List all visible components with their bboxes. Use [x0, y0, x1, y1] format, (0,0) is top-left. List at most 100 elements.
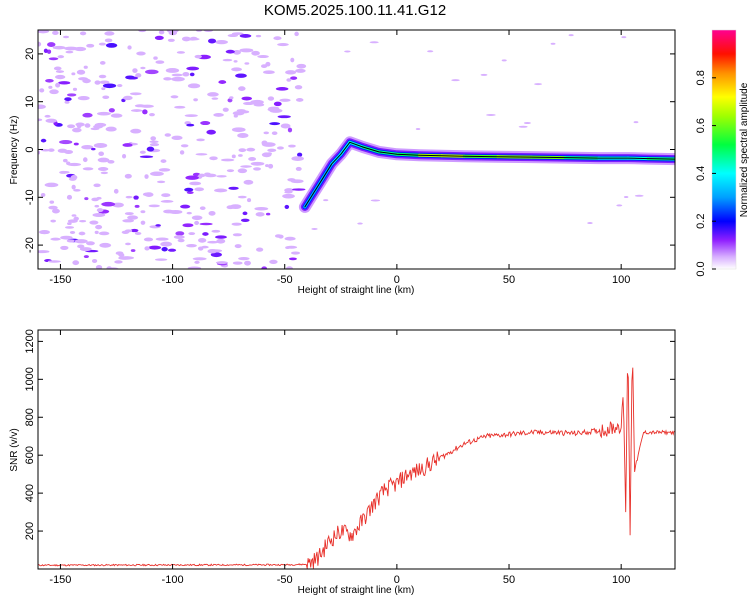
- noise-blob: [97, 157, 110, 163]
- noise-blob: [158, 30, 165, 35]
- noise-blob: [44, 114, 51, 118]
- noise-blob: [288, 257, 297, 261]
- noise-blob: [623, 196, 629, 199]
- noise-blob: [99, 242, 112, 248]
- noise-blob: [247, 198, 252, 203]
- noise-blob: [568, 34, 574, 37]
- noise-blob: [98, 231, 110, 236]
- noise-blob: [117, 84, 123, 88]
- noise-blob: [275, 87, 289, 91]
- noise-blob: [154, 258, 168, 261]
- noise-blob: [139, 150, 146, 154]
- noise-blob: [144, 174, 149, 179]
- noise-blob: [290, 57, 295, 63]
- colorbar-tick-label: 0.2: [695, 214, 707, 229]
- snr-x-tick-label: -150: [49, 574, 71, 586]
- noise-blob: [118, 253, 125, 258]
- spectrogram-y-tick-label: 20: [24, 48, 36, 60]
- snr-x-ticks: -150 -100 -50 0 50 100: [49, 330, 630, 586]
- noise-blob: [95, 224, 103, 230]
- noise-blob: [634, 194, 644, 197]
- noise-blob: [47, 42, 56, 47]
- noise-blob: [214, 188, 228, 193]
- noise-blob: [182, 223, 194, 228]
- noise-blob: [98, 151, 105, 157]
- spectrogram-y-tick-label: 10: [24, 96, 36, 108]
- noise-blob: [65, 50, 74, 54]
- noise-blob: [72, 260, 80, 266]
- noise-blob: [69, 230, 76, 234]
- noise-blob: [171, 76, 185, 82]
- noise-blob: [194, 187, 205, 192]
- noise-blob: [451, 79, 460, 82]
- snr-y-tick-label: 1200: [24, 329, 36, 353]
- noise-blob: [153, 56, 158, 60]
- noise-blob: [197, 246, 204, 251]
- noise-blob: [176, 51, 186, 54]
- noise-blob: [155, 224, 161, 227]
- noise-blob: [294, 31, 299, 37]
- noise-blob: [72, 127, 82, 133]
- noise-blob: [93, 183, 101, 188]
- noise-blob: [101, 87, 106, 91]
- noise-blob: [127, 215, 139, 220]
- noise-blob: [148, 245, 162, 250]
- spectrogram-y-ticks: -20 -10 0 10 20: [24, 48, 675, 253]
- noise-blob: [67, 124, 76, 129]
- noise-blob: [144, 246, 150, 251]
- noise-blob: [179, 150, 185, 155]
- noise-blob: [209, 156, 218, 161]
- noise-blob: [180, 204, 191, 209]
- noise-blob: [186, 191, 194, 194]
- noise-blob: [185, 175, 199, 180]
- noise-blob: [71, 72, 76, 76]
- noise-blob: [143, 237, 154, 242]
- noise-blob: [633, 121, 639, 124]
- noise-blob: [73, 142, 79, 146]
- noise-blob: [86, 43, 95, 48]
- noise-blob: [279, 98, 291, 102]
- snr-frame: [37, 329, 676, 570]
- noise-blob: [144, 192, 154, 197]
- noise-blob: [226, 205, 235, 210]
- noise-blob: [138, 30, 147, 33]
- spectrogram-y-tick-label: -10: [24, 189, 36, 205]
- noise-blob: [184, 187, 194, 192]
- noise-blob: [158, 168, 171, 172]
- noise-blob: [267, 148, 277, 153]
- noise-blob: [161, 193, 171, 198]
- noise-blob: [238, 86, 246, 91]
- noise-blob: [95, 265, 103, 269]
- spectrogram-y-tick-label: 0: [24, 146, 36, 152]
- noise-blob: [123, 95, 133, 101]
- noise-blob: [238, 154, 243, 157]
- noise-blob: [64, 100, 70, 104]
- noise-blob: [226, 169, 235, 173]
- noise-blob: [227, 98, 233, 103]
- noise-blob: [290, 251, 301, 255]
- noise-blob: [93, 143, 108, 148]
- noise-blob: [215, 40, 228, 45]
- noise-blob: [150, 171, 164, 177]
- noise-blob: [237, 168, 248, 174]
- noise-blob: [53, 66, 62, 71]
- colorbar: 0.0 0.2 0.4 0.6 0.8 Normalized spectral ampl…: [695, 29, 750, 277]
- noise-blob: [77, 244, 85, 249]
- noise-blob: [83, 255, 89, 259]
- noise-blob: [101, 201, 116, 207]
- noise-blob: [280, 123, 291, 129]
- noise-blob: [171, 135, 183, 140]
- noise-blob: [49, 200, 55, 204]
- noise-blob: [64, 97, 72, 102]
- noise-blob: [415, 128, 421, 131]
- noise-blob: [92, 212, 106, 217]
- noise-blob: [232, 111, 245, 116]
- noise-blob: [50, 219, 57, 223]
- noise-blob: [122, 154, 127, 159]
- noise-blob: [232, 233, 242, 237]
- noise-blob: [146, 146, 155, 152]
- noise-blob: [94, 230, 99, 235]
- noise-blob: [195, 153, 208, 156]
- noise-blob: [297, 152, 303, 157]
